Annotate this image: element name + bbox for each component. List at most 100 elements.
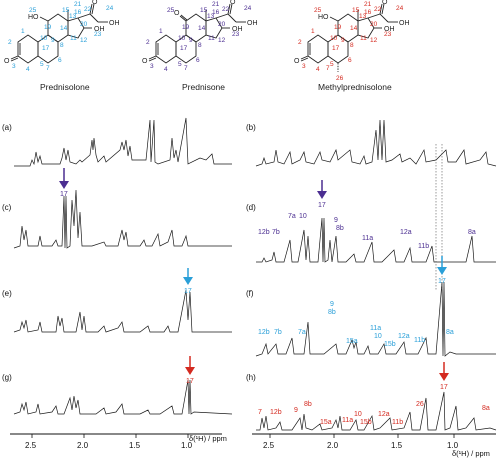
atom-number-9: 9 [189,37,193,44]
atom-number-11: 11 [360,35,367,42]
peak-label-d: 8b [336,225,344,232]
atom-number-2: 2 [146,39,150,46]
spectrum-trace-d [256,217,496,263]
atom-number-21: 21 [74,1,82,8]
atom-number-15: 15 [352,7,360,14]
peak-label-d: 9 [334,217,338,224]
peak-label-17: 17 [438,278,446,285]
atom-number-2: 2 [298,39,302,46]
atom-number-4: 4 [316,66,320,73]
peak-label-17: 17 [318,202,326,209]
atom-number-15: 15 [200,7,208,14]
atom-number-16: 16 [364,9,372,16]
oxygen-atom: O [92,0,98,6]
oxygen-atom: O [4,58,10,65]
peak-label-h: 8a [482,405,490,412]
atom-number-11: 11 [70,35,77,42]
atom-number-23: 23 [232,31,240,38]
structure-name: Prednisone [182,82,225,92]
atom-number-25: 25 [29,7,37,14]
atom-number-17: 17 [180,45,188,52]
panel-label-a: (a) [2,123,12,132]
atom-number-24: 24 [106,5,114,12]
axis-tick: 2.0 [327,441,339,450]
atom-number-24: 24 [244,5,252,12]
peak-label-h: 8b [304,401,312,408]
arrow-17-g: 17 [185,356,195,385]
axis-tick: 1.0 [181,441,193,450]
atom-number-21: 21 [364,1,372,8]
atom-number-22: 22 [222,6,230,13]
atom-number-23: 23 [94,31,102,38]
hydroxyl-group: OH [384,26,395,33]
spectrum-trace-a [14,117,232,167]
peak-label-d: 7b [272,229,280,236]
panel-label-b: (b) [246,123,256,132]
structure-prednisolone: O HO O OH OH 1 2 3 4 5 6 7 8 9 10 11 12 … [4,0,120,92]
peak-label-h: 9 [294,407,298,414]
atom-number-23: 23 [384,31,392,38]
panel-label-d: (d) [246,203,256,212]
oxygen-atom: O [230,0,236,6]
structure-name: Prednisolone [40,82,90,92]
oxygen-atom: O [382,0,388,6]
atom-number-13: 13 [69,13,77,20]
axis-title: δ(¹H) / ppm [452,449,490,458]
atom-number-8: 8 [60,42,64,49]
panel-label-f: (f) [246,289,254,298]
peak-label-d: 8a [468,229,476,236]
atom-number-6: 6 [348,57,352,64]
hydroxyl-group: HO [28,14,39,21]
atom-number-14: 14 [60,25,68,32]
peak-label-f: 10 [374,333,382,340]
peak-label-h: 11a [342,417,353,424]
peak-label-f: 9 [330,301,334,308]
peak-label-h: 15b [360,419,372,426]
peak-label-f: 8b [328,309,336,316]
axis-tick: 1.5 [391,441,403,450]
atom-number-26: 26 [336,75,344,82]
atom-number-7: 7 [326,65,330,72]
atom-number-20: 20 [370,21,378,28]
atom-number-3: 3 [302,63,306,70]
atom-number-22: 22 [84,6,92,13]
arrow-17-f: 17 [437,256,447,285]
atom-number-15: 15 [62,7,70,14]
atom-number-12: 12 [370,37,378,44]
oxygen-atom: O [174,10,180,17]
atom-number-9: 9 [341,37,345,44]
atom-number-12: 12 [80,37,88,44]
peak-label-f: 8a [446,329,454,336]
hydroxyl-group: OH [399,20,410,27]
peak-label-d: 11b [418,243,429,250]
peak-label-17: 17 [60,191,68,198]
peak-label-d: 7a [288,213,296,220]
axis-tick: 1.5 [129,441,141,450]
atom-number-22: 22 [374,6,382,13]
spectrum-trace-e [13,289,232,333]
atom-number-7: 7 [46,65,50,72]
atom-number-5: 5 [178,61,182,68]
atom-number-1: 1 [159,28,163,35]
atom-number-3: 3 [12,63,16,70]
atom-number-25: 25 [167,7,175,14]
atom-number-14: 14 [350,25,358,32]
atom-number-21: 21 [212,1,220,8]
peak-label-h: 10 [354,411,362,418]
peak-label-f: 15b [384,341,396,348]
atom-number-10: 10 [40,35,48,42]
atom-number-8: 8 [198,42,202,49]
peak-label-f: 12a [398,333,410,340]
atom-number-17: 17 [332,45,340,52]
peak-label-d: 12a [400,229,412,236]
atom-number-6: 6 [196,57,200,64]
structure-prednisone: O O O OH OH 1 2 3 4 5 6 7 8 9 10 11 12 1… [142,0,258,92]
peak-label-f: 7b [274,329,282,336]
atom-number-6: 6 [58,57,62,64]
atom-number-11: 11 [208,35,215,42]
atom-number-19: 19 [334,24,342,31]
atom-number-17: 17 [42,45,50,52]
arrow-17-h: 17 [439,362,449,391]
peak-label-f: 7a [298,329,306,336]
atom-number-14: 14 [198,25,206,32]
